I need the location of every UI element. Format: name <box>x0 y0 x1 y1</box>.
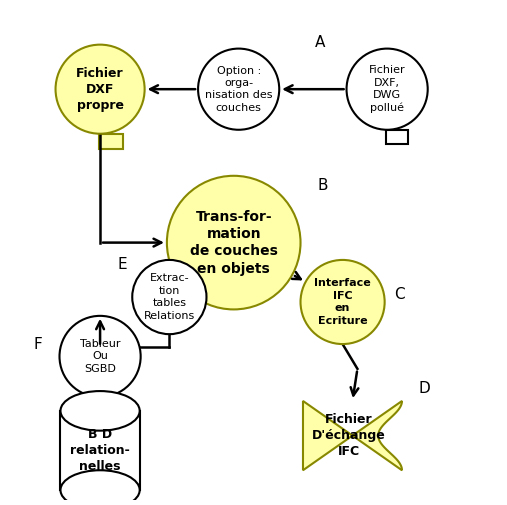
Bar <box>60 411 139 490</box>
Text: F: F <box>34 336 43 351</box>
Circle shape <box>167 176 301 310</box>
Text: Extrac-
tion
tables
Relations: Extrac- tion tables Relations <box>144 273 195 321</box>
Circle shape <box>198 48 279 130</box>
Text: B D
relation-
nelles: B D relation- nelles <box>70 428 130 473</box>
Text: Fichier
DXF
propre: Fichier DXF propre <box>76 67 124 112</box>
Text: D: D <box>418 381 430 396</box>
Text: A: A <box>315 35 325 49</box>
Bar <box>99 134 124 149</box>
Circle shape <box>301 260 385 344</box>
Text: B: B <box>317 178 328 193</box>
Text: Interface
IFC
en
Ecriture: Interface IFC en Ecriture <box>314 278 371 326</box>
Circle shape <box>132 260 206 334</box>
Circle shape <box>347 48 428 130</box>
Circle shape <box>56 44 144 134</box>
Circle shape <box>59 316 140 397</box>
Text: E: E <box>118 258 127 272</box>
Ellipse shape <box>60 391 139 431</box>
Text: Option :
orga-
nisation des
couches: Option : orga- nisation des couches <box>205 66 272 113</box>
Text: C: C <box>394 287 405 302</box>
Polygon shape <box>303 401 402 470</box>
Text: Trans-for-
mation
de couches
en objets: Trans-for- mation de couches en objets <box>190 210 278 276</box>
Bar <box>386 130 409 144</box>
Text: Fichier
D'échange
IFC: Fichier D'échange IFC <box>312 413 385 458</box>
Text: Fichier
DXF,
DWG
pollué: Fichier DXF, DWG pollué <box>369 65 406 113</box>
Text: Tableur
Ou
SGBD: Tableur Ou SGBD <box>80 339 120 374</box>
Ellipse shape <box>60 470 139 505</box>
